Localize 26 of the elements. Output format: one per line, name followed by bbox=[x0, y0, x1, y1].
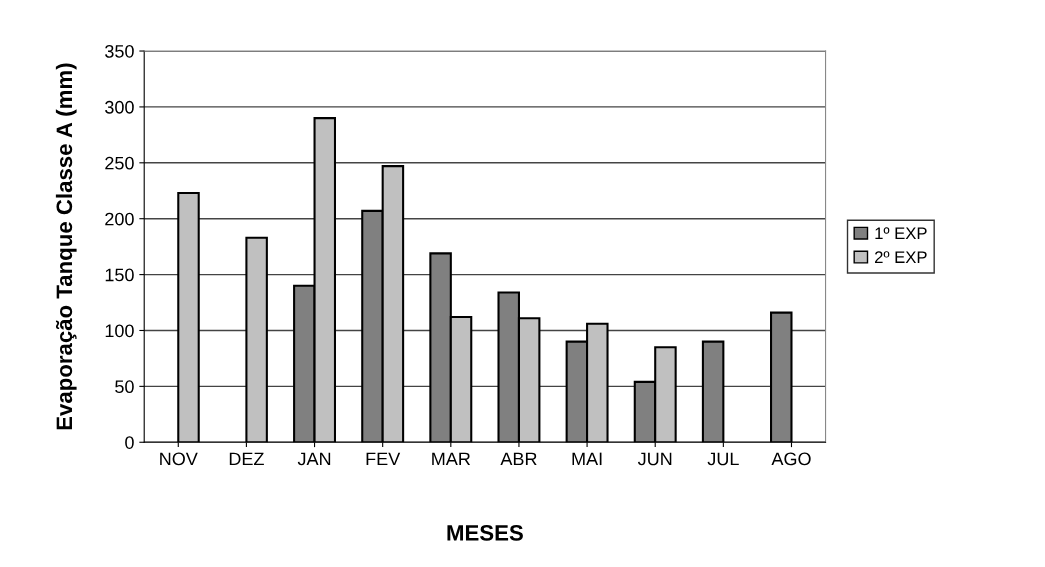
y-tick-label: 350 bbox=[105, 44, 134, 58]
x-tick-label: JAN bbox=[297, 452, 331, 466]
x-tick-label: JUN bbox=[637, 452, 672, 466]
y-tick-label: 200 bbox=[105, 212, 134, 226]
x-tick-label: NOV bbox=[160, 452, 198, 466]
x-tick-label: MAR bbox=[432, 452, 471, 466]
x-axis-title: MESES bbox=[447, 524, 523, 541]
y-tick-label: 250 bbox=[105, 156, 134, 170]
legend-label: 1º EXP bbox=[875, 227, 927, 240]
bar bbox=[701, 340, 725, 443]
x-tick-label: JUL bbox=[707, 452, 739, 466]
x-tick-label: FEV bbox=[366, 452, 401, 466]
x-tick-label: MAI bbox=[572, 452, 602, 466]
y-axis-title: Evaporação Tanque Classe A (mm) bbox=[55, 63, 77, 430]
y-tick-label: 150 bbox=[105, 268, 134, 282]
x-tick-label: AGO bbox=[771, 452, 811, 466]
y-tick-label: 100 bbox=[105, 324, 134, 338]
legend-label: 2º EXP bbox=[875, 251, 927, 263]
bar bbox=[770, 311, 793, 443]
y-tick-label: 50 bbox=[115, 380, 134, 394]
x-tick-label: DEZ bbox=[229, 452, 264, 466]
y-tick-label: 0 bbox=[125, 436, 134, 449]
x-tick-label: ABR bbox=[500, 452, 537, 466]
bar bbox=[177, 191, 200, 443]
bar bbox=[245, 236, 268, 443]
y-tick-label: 300 bbox=[105, 100, 134, 114]
